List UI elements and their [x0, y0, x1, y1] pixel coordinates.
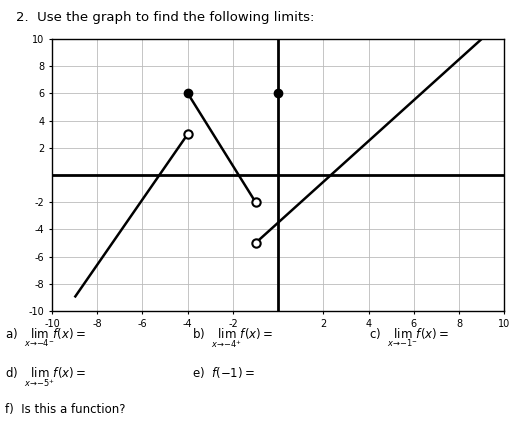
Text: d)  $\lim_{x\to-5^+}\!f(x)=$: d) $\lim_{x\to-5^+}\!f(x)=$	[5, 365, 86, 389]
Text: f)  Is this a function?: f) Is this a function?	[5, 403, 126, 416]
Text: 2.  Use the graph to find the following limits:: 2. Use the graph to find the following l…	[16, 11, 314, 24]
Text: b)  $\lim_{x\to-4^+}\!f(x)=$: b) $\lim_{x\to-4^+}\!f(x)=$	[192, 326, 274, 350]
Text: c)  $\lim_{x\to-1^-}\!f(x)=$: c) $\lim_{x\to-1^-}\!f(x)=$	[369, 326, 449, 349]
Text: e)  $f(-1)=$: e) $f(-1)=$	[192, 365, 255, 380]
Text: a)  $\lim_{x\to-4^-}\!f(x)=$: a) $\lim_{x\to-4^-}\!f(x)=$	[5, 326, 86, 349]
